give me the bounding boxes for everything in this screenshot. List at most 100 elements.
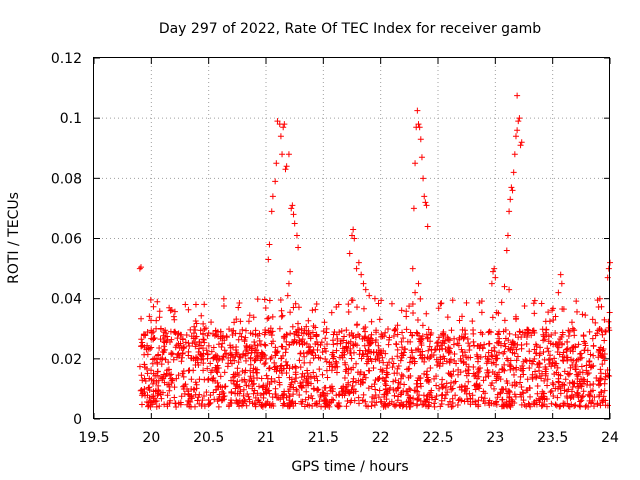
data-point: [480, 377, 487, 384]
data-point: [322, 355, 329, 362]
data-point: [407, 373, 414, 380]
data-point: [260, 382, 267, 389]
data-point: [338, 328, 345, 335]
data-point: [423, 331, 430, 338]
data-point: [350, 378, 357, 385]
data-point: [341, 375, 348, 382]
data-point: [210, 375, 217, 382]
data-point: [249, 381, 256, 388]
data-point: [465, 354, 472, 361]
data-point: [461, 334, 468, 341]
data-point: [577, 403, 584, 410]
data-point: [400, 373, 407, 380]
data-point: [568, 356, 575, 363]
data-point: [165, 381, 172, 388]
data-point: [319, 371, 326, 378]
data-point: [155, 382, 162, 389]
data-point: [283, 345, 290, 352]
data-point: [183, 385, 190, 392]
data-point: [247, 361, 254, 368]
data-point: [391, 327, 398, 334]
data-point: [540, 337, 547, 344]
data-point: [335, 391, 342, 398]
data-point: [296, 392, 303, 399]
x-tick-label: 21: [257, 430, 275, 446]
data-point: [360, 371, 367, 378]
data-point: [137, 387, 144, 394]
data-point: [587, 351, 594, 358]
data-point: [483, 360, 490, 367]
data-point: [375, 375, 382, 382]
data-point: [418, 337, 425, 344]
data-point: [245, 383, 252, 390]
x-tick-label: 22.5: [422, 430, 453, 446]
data-point: [552, 313, 559, 320]
data-point: [388, 300, 395, 307]
data-point: [345, 340, 352, 347]
data-point: [235, 399, 242, 406]
data-point: [448, 373, 455, 380]
data-point: [512, 133, 519, 140]
data-point: [469, 318, 476, 325]
data-point: [543, 326, 550, 333]
data-point: [231, 373, 238, 380]
data-point: [474, 375, 481, 382]
data-point: [148, 367, 155, 374]
data-point: [148, 335, 155, 342]
data-point: [249, 345, 256, 352]
data-point: [264, 375, 271, 382]
data-point: [597, 366, 604, 373]
data-point: [252, 331, 259, 338]
data-point: [575, 392, 582, 399]
data-point: [206, 400, 213, 407]
data-point: [410, 355, 417, 362]
data-point: [278, 307, 285, 314]
data-point: [539, 402, 546, 409]
data-point: [513, 364, 520, 371]
data-point: [261, 341, 268, 348]
data-point: [366, 292, 373, 299]
data-point: [300, 350, 307, 357]
data-point: [491, 265, 498, 272]
data-point: [583, 402, 590, 409]
data-point: [235, 304, 242, 311]
data-point: [241, 376, 248, 383]
data-point: [511, 379, 518, 386]
data-point: [368, 403, 375, 410]
data-point: [455, 366, 462, 373]
data-point: [403, 308, 410, 315]
data-point: [338, 352, 345, 359]
data-point: [350, 226, 357, 233]
data-point: [442, 391, 449, 398]
data-point: [200, 392, 207, 399]
data-point: [436, 346, 443, 353]
data-point: [590, 381, 597, 388]
data-point: [251, 357, 258, 364]
data-point: [343, 387, 350, 394]
data-point: [428, 330, 435, 337]
data-point: [236, 300, 243, 307]
data-point: [356, 371, 363, 378]
data-point: [570, 380, 577, 387]
data-point: [295, 244, 302, 251]
data-point: [454, 402, 461, 409]
data-point: [201, 326, 208, 333]
data-point: [328, 309, 335, 316]
data-point: [278, 313, 285, 320]
data-point: [600, 354, 607, 361]
data-point: [198, 312, 205, 319]
data-point: [302, 382, 309, 389]
data-point: [489, 368, 496, 375]
data-point: [591, 394, 598, 401]
data-point: [439, 360, 446, 367]
data-point: [469, 398, 476, 405]
data-point: [144, 329, 151, 336]
data-point: [220, 295, 227, 302]
data-point: [175, 350, 182, 357]
y-axis-label: ROTI / TECUs: [6, 192, 22, 284]
data-point: [406, 303, 413, 310]
data-point: [556, 351, 563, 358]
data-point: [400, 335, 407, 342]
data-point: [442, 346, 449, 353]
data-point: [524, 376, 531, 383]
